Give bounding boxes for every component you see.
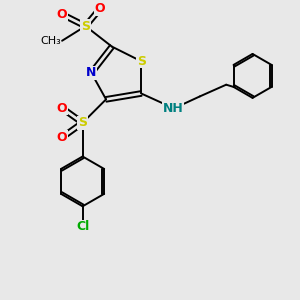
Text: O: O: [57, 8, 68, 21]
Text: Cl: Cl: [76, 220, 89, 233]
Text: S: S: [137, 55, 146, 68]
Text: O: O: [95, 2, 106, 15]
Text: NH: NH: [163, 102, 184, 115]
Text: S: S: [81, 20, 90, 33]
Text: CH₃: CH₃: [40, 36, 61, 46]
Text: S: S: [78, 116, 87, 129]
Text: O: O: [57, 102, 68, 115]
Text: N: N: [86, 67, 97, 80]
Text: O: O: [57, 131, 68, 144]
